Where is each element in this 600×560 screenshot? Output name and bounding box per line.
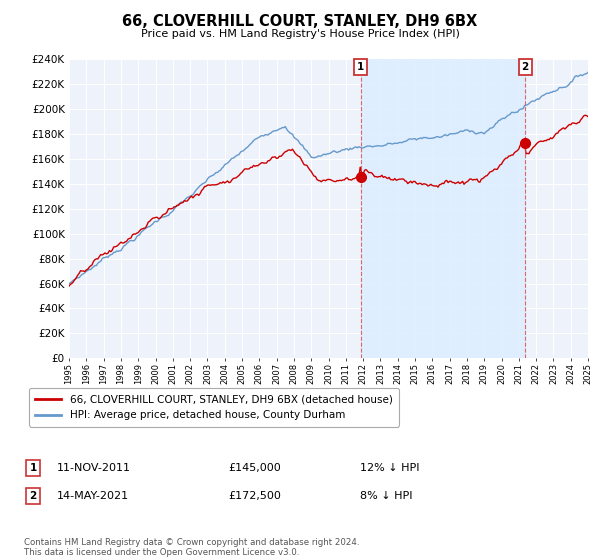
Text: 1: 1 [357, 62, 364, 72]
Legend: 66, CLOVERHILL COURT, STANLEY, DH9 6BX (detached house), HPI: Average price, det: 66, CLOVERHILL COURT, STANLEY, DH9 6BX (… [29, 388, 399, 427]
Text: 11-NOV-2011: 11-NOV-2011 [57, 463, 131, 473]
Text: 2: 2 [29, 491, 37, 501]
Text: Price paid vs. HM Land Registry's House Price Index (HPI): Price paid vs. HM Land Registry's House … [140, 29, 460, 39]
Text: 1: 1 [29, 463, 37, 473]
Bar [361, 59, 525, 358]
Text: 12% ↓ HPI: 12% ↓ HPI [360, 463, 419, 473]
Text: 2: 2 [521, 62, 529, 72]
Text: 8% ↓ HPI: 8% ↓ HPI [360, 491, 413, 501]
Text: 66, CLOVERHILL COURT, STANLEY, DH9 6BX: 66, CLOVERHILL COURT, STANLEY, DH9 6BX [122, 14, 478, 29]
Text: £172,500: £172,500 [228, 491, 281, 501]
Text: 14-MAY-2021: 14-MAY-2021 [57, 491, 129, 501]
Text: Contains HM Land Registry data © Crown copyright and database right 2024.
This d: Contains HM Land Registry data © Crown c… [24, 538, 359, 557]
Text: £145,000: £145,000 [228, 463, 281, 473]
